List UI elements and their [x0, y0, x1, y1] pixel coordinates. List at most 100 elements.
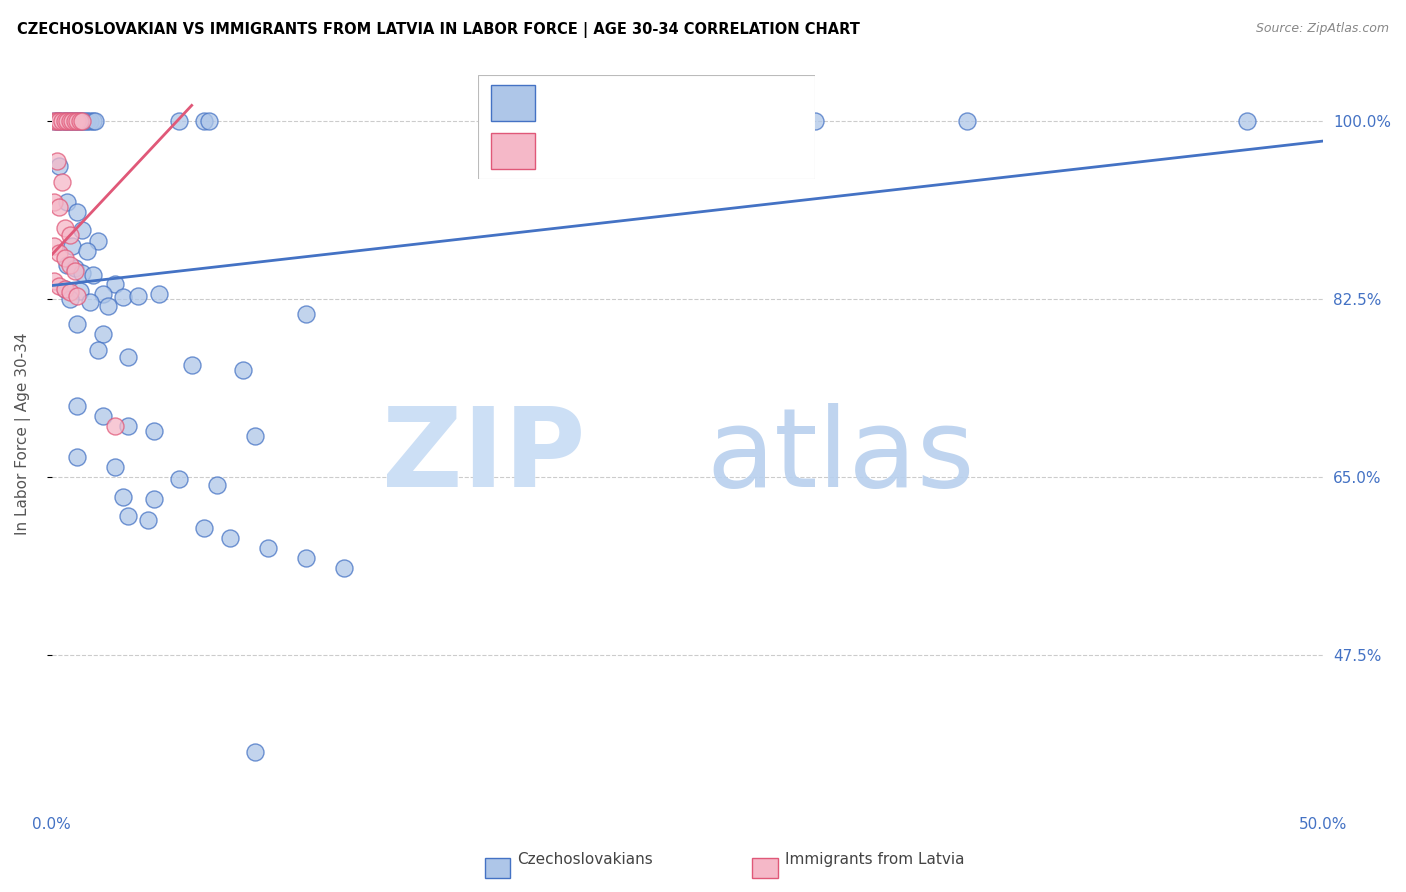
- Point: [48, 246, 70, 260]
- Point: [245, 429, 267, 443]
- Point: [44, 113, 66, 128]
- Point: [232, 363, 254, 377]
- Point: [45, 113, 67, 128]
- Point: [117, 419, 139, 434]
- Point: [59, 258, 82, 272]
- Point: [59, 113, 82, 128]
- Point: [97, 299, 120, 313]
- Point: [117, 350, 139, 364]
- Point: [48, 278, 70, 293]
- Point: [66, 450, 89, 464]
- Point: [127, 289, 149, 303]
- Point: [86, 234, 108, 248]
- Point: [104, 277, 127, 291]
- Point: [956, 113, 979, 128]
- Point: [91, 286, 114, 301]
- Point: [245, 745, 267, 759]
- Point: [48, 113, 70, 128]
- Point: [53, 220, 76, 235]
- Point: [63, 264, 86, 278]
- Point: [51, 175, 73, 189]
- Point: [48, 113, 70, 128]
- Point: [63, 261, 86, 276]
- Point: [72, 222, 94, 236]
- Point: [69, 284, 91, 298]
- Point: [82, 268, 104, 283]
- Point: [82, 113, 104, 128]
- Text: CZECHOSLOVAKIAN VS IMMIGRANTS FROM LATVIA IN LABOR FORCE | AGE 30-34 CORRELATION: CZECHOSLOVAKIAN VS IMMIGRANTS FROM LATVI…: [17, 22, 859, 38]
- Point: [193, 113, 215, 128]
- Point: [257, 541, 280, 556]
- Point: [72, 113, 94, 128]
- Text: Source: ZipAtlas.com: Source: ZipAtlas.com: [1256, 22, 1389, 36]
- Point: [45, 154, 67, 169]
- Point: [73, 113, 96, 128]
- Point: [59, 113, 82, 128]
- Point: [66, 289, 89, 303]
- Text: ZIP: ZIP: [382, 402, 586, 509]
- Point: [112, 290, 135, 304]
- Point: [44, 275, 66, 289]
- Point: [803, 113, 825, 128]
- Point: [56, 195, 79, 210]
- Point: [56, 113, 79, 128]
- Point: [51, 113, 73, 128]
- Point: [138, 513, 160, 527]
- Bar: [752, 858, 778, 878]
- Point: [76, 244, 98, 258]
- Point: [69, 113, 91, 128]
- Bar: [485, 858, 510, 878]
- Point: [104, 459, 127, 474]
- Point: [72, 113, 94, 128]
- Point: [72, 266, 94, 280]
- Point: [44, 113, 66, 128]
- Point: [44, 195, 66, 210]
- Point: [66, 113, 89, 128]
- Point: [198, 113, 221, 128]
- Point: [60, 113, 83, 128]
- Point: [142, 424, 165, 438]
- Point: [53, 282, 76, 296]
- Point: [44, 239, 66, 253]
- Y-axis label: In Labor Force | Age 30-34: In Labor Force | Age 30-34: [15, 333, 31, 535]
- Point: [142, 492, 165, 507]
- Point: [66, 205, 89, 219]
- Point: [1236, 113, 1258, 128]
- Point: [79, 113, 101, 128]
- Point: [167, 472, 190, 486]
- Point: [91, 409, 114, 423]
- Point: [60, 239, 83, 253]
- Point: [167, 113, 190, 128]
- Point: [56, 113, 79, 128]
- Point: [48, 160, 70, 174]
- Point: [53, 251, 76, 265]
- Point: [45, 113, 67, 128]
- Point: [56, 258, 79, 272]
- Point: [86, 343, 108, 357]
- Point: [59, 285, 82, 299]
- Point: [53, 113, 76, 128]
- Point: [295, 551, 318, 566]
- Point: [66, 113, 89, 128]
- Text: atlas: atlas: [706, 402, 974, 509]
- Point: [63, 113, 86, 128]
- Text: Immigrants from Latvia: Immigrants from Latvia: [785, 852, 965, 867]
- Point: [91, 327, 114, 342]
- Point: [63, 113, 86, 128]
- Point: [69, 113, 91, 128]
- Point: [66, 317, 89, 331]
- Point: [79, 294, 101, 309]
- Point: [148, 286, 170, 301]
- Point: [48, 200, 70, 214]
- Point: [193, 521, 215, 535]
- Point: [295, 307, 318, 321]
- Point: [112, 490, 135, 504]
- Point: [218, 531, 240, 545]
- Point: [104, 419, 127, 434]
- Point: [60, 113, 83, 128]
- Point: [59, 292, 82, 306]
- Point: [66, 399, 89, 413]
- Point: [180, 358, 202, 372]
- Point: [76, 113, 98, 128]
- Point: [84, 113, 107, 128]
